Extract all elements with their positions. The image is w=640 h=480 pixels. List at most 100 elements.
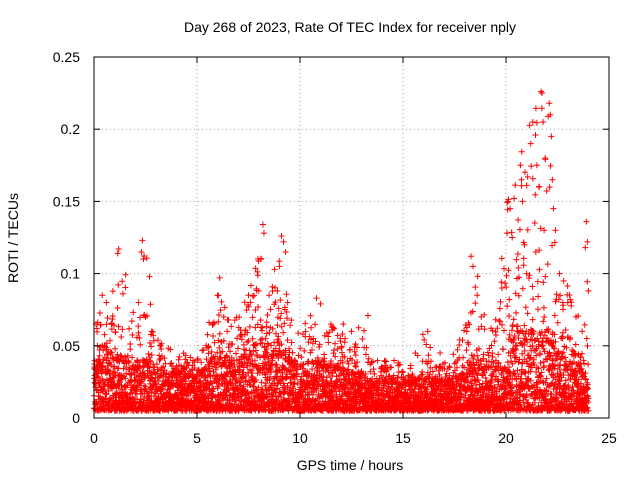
data-point <box>124 391 131 398</box>
data-point <box>184 359 191 366</box>
data-point <box>533 119 540 126</box>
data-point <box>522 304 529 311</box>
data-point <box>259 324 266 331</box>
data-point <box>540 304 547 311</box>
data-point <box>362 351 369 358</box>
data-point <box>302 320 309 327</box>
data-point <box>338 349 345 356</box>
data-point <box>97 321 104 328</box>
data-point <box>190 371 197 378</box>
data-point <box>395 362 402 369</box>
data-point <box>94 328 101 335</box>
data-point <box>135 329 142 336</box>
data-point <box>399 368 406 375</box>
data-point <box>359 335 366 342</box>
data-point <box>151 393 158 400</box>
data-point <box>539 342 546 349</box>
data-point <box>532 105 539 112</box>
data-point <box>143 312 150 319</box>
data-point <box>289 349 296 356</box>
data-point <box>161 355 168 362</box>
data-point <box>513 309 520 316</box>
data-point <box>257 336 264 343</box>
data-point <box>130 309 137 316</box>
data-point <box>524 173 531 180</box>
data-point <box>119 326 126 333</box>
data-point <box>218 298 225 305</box>
data-point <box>103 391 110 398</box>
data-point <box>481 326 488 333</box>
data-point <box>143 255 150 262</box>
data-point <box>238 336 245 343</box>
data-point <box>103 340 110 347</box>
data-point <box>98 368 105 375</box>
data-point <box>504 359 511 366</box>
data-point <box>116 358 123 365</box>
data-point <box>312 321 319 328</box>
data-point <box>361 327 368 334</box>
data-point <box>147 301 154 308</box>
data-point <box>151 364 158 371</box>
data-point <box>131 371 138 378</box>
data-point <box>142 373 149 380</box>
data-point <box>110 322 117 329</box>
data-point <box>158 340 165 347</box>
data-point <box>126 325 133 332</box>
data-point <box>503 284 510 291</box>
data-point <box>122 271 129 278</box>
data-point <box>316 341 323 348</box>
data-point <box>521 169 528 176</box>
data-point <box>241 299 248 306</box>
data-point <box>123 370 130 377</box>
data-point <box>527 336 534 343</box>
data-point <box>95 374 102 381</box>
data-point <box>114 351 121 358</box>
data-point <box>529 175 536 182</box>
data-point <box>161 367 168 374</box>
data-point <box>521 370 528 377</box>
data-point <box>518 148 525 155</box>
data-point <box>115 323 122 330</box>
data-point <box>135 323 142 330</box>
data-point <box>129 332 136 339</box>
data-point <box>543 187 550 194</box>
data-point <box>425 352 432 359</box>
data-point <box>307 312 314 319</box>
data-point <box>200 347 207 354</box>
data-point <box>194 355 201 362</box>
data-point <box>520 255 527 262</box>
data-point <box>283 291 290 298</box>
data-point <box>352 352 359 359</box>
data-point <box>263 330 270 337</box>
data-point <box>114 305 121 312</box>
data-point <box>472 284 479 291</box>
data-point <box>526 122 533 129</box>
data-point <box>113 384 120 391</box>
data-point <box>119 290 126 297</box>
data-point <box>103 346 110 353</box>
data-point <box>504 199 511 206</box>
data-point <box>108 326 115 333</box>
data-point <box>225 344 232 351</box>
data-point <box>305 339 312 346</box>
data-point <box>96 310 103 317</box>
data-point <box>179 391 186 398</box>
data-point <box>153 361 160 368</box>
data-point <box>148 343 155 350</box>
data-point <box>374 357 381 364</box>
data-point <box>199 347 206 354</box>
data-point <box>156 356 163 363</box>
data-point <box>489 353 496 360</box>
data-point <box>224 328 231 335</box>
data-point <box>512 182 519 189</box>
data-point <box>427 344 434 351</box>
data-point <box>532 191 539 198</box>
data-point <box>524 226 531 233</box>
data-point <box>137 314 144 321</box>
data-point <box>127 346 134 353</box>
data-point <box>225 316 232 323</box>
data-point <box>258 379 265 386</box>
data-point <box>474 273 481 280</box>
data-point <box>508 229 515 236</box>
